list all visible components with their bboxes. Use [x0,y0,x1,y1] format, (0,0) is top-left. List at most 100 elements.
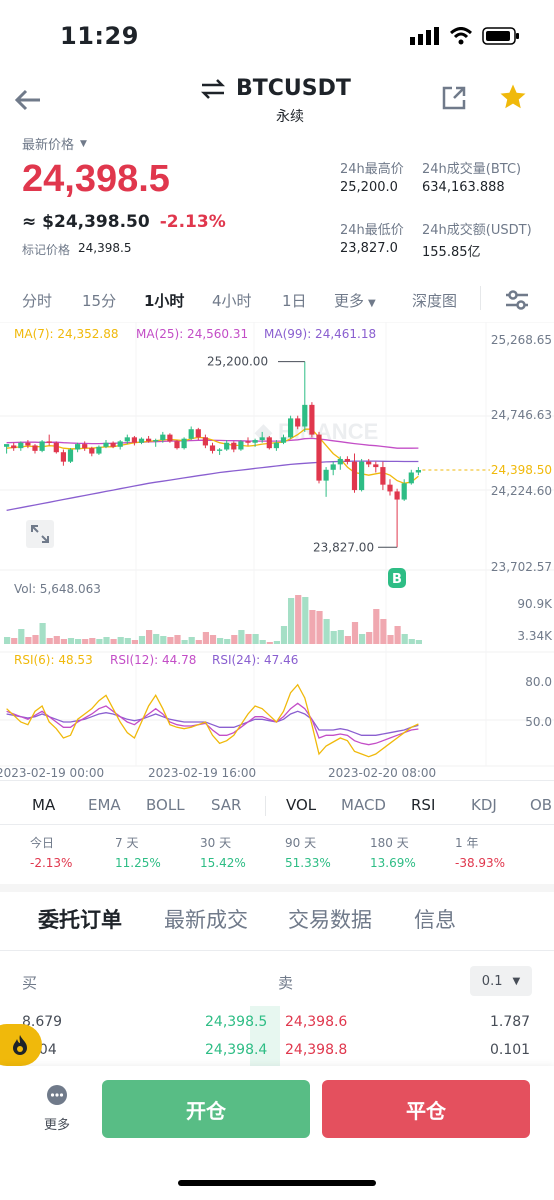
volume-bar [259,640,266,644]
candle-body [280,437,287,443]
close-position-button[interactable]: 平仓 [322,1080,530,1138]
wifi-icon [450,27,472,45]
perf-value-today: -2.13% [30,856,73,870]
volume-bar [273,641,280,644]
volume-bar [124,638,131,644]
candle-body [309,404,315,435]
candle-body [174,441,180,449]
bid-qty: 8.679 [22,1014,63,1030]
tab-info[interactable]: 信息 [414,908,456,932]
more-button[interactable]: 更多 [36,1084,78,1133]
rsi12-line [6,702,419,746]
candle-body [394,491,400,500]
candle-body [380,467,386,485]
fullscreen-expand-icon[interactable] [26,520,54,548]
symbol-switcher[interactable]: BTCUSDT [200,76,351,101]
indicator-boll[interactable]: BOLL [146,796,185,814]
tab-more-label: 更多 [334,292,365,310]
rsi24-line [6,710,419,736]
volume-axis-tick: 90.9K [517,597,553,611]
back-arrow-icon[interactable] [14,85,42,120]
volume-bar [75,639,82,644]
tab-15m[interactable]: 15分 [82,292,117,310]
precision-select[interactable]: 0.1 ▼ [470,966,532,996]
volume-bar [167,637,174,644]
high-label: 24h最高价 [340,162,404,177]
rsi12-legend: RSI(12): 44.78 [110,653,196,667]
bid-price[interactable]: 24,398.4 [205,1042,268,1058]
candle-body [224,442,230,450]
indicator-ma[interactable]: MA [32,796,56,814]
candle-body [60,452,66,462]
flame-icon [13,1035,27,1055]
contract-type: 永续 [276,109,304,125]
candle-body [401,483,407,500]
favorite-star-icon[interactable] [498,82,528,116]
tab-trading-data[interactable]: 交易数据 [288,908,372,932]
time-axis-tick: 2023-02-19 16:00 [148,766,256,780]
status-icons [410,26,520,46]
tab-latest-trades[interactable]: 最新成交 [164,908,248,932]
tab-orders[interactable]: 委托订单 [38,908,122,932]
vol-usdt-label: 24h成交额(USDT) [422,223,532,238]
candle-body [124,437,130,442]
volume-bar [408,639,415,644]
indicator-ema[interactable]: EMA [88,796,121,814]
volume-bar [337,630,344,644]
last-price: 24,398.5 [22,158,170,200]
indicator-sar[interactable]: SAR [211,796,242,814]
volume-bar [266,642,273,644]
candle-body [75,444,81,450]
tab-4h[interactable]: 4小时 [212,292,252,310]
price-chart[interactable]: ◆ BINANCE 25,200.00 23,827.00 B 25,268.65 24… [0,322,554,782]
tab-timeshare[interactable]: 分时 [22,292,53,310]
volume-bar [117,637,124,644]
indicator-vol[interactable]: VOL [286,796,317,814]
indicator-macd[interactable]: MACD [341,796,386,814]
rsi6-line [6,683,419,758]
indicator-kdj[interactable]: KDJ [471,796,497,814]
indicator-obv[interactable]: OB [530,796,553,814]
flame-float-button[interactable] [0,1024,42,1066]
indicator-rsi[interactable]: RSI [411,796,436,814]
share-icon[interactable] [440,84,468,116]
last-price-label-group[interactable]: 最新价格 ▼ [22,134,87,153]
ask-price[interactable]: 24,398.6 [285,1014,348,1030]
tab-depth[interactable]: 深度图 [412,292,458,310]
perf-value-7d: 11.25% [115,856,161,870]
tab-more[interactable]: 更多 ▼ [334,290,376,311]
volume-bar [131,640,138,644]
candle-body [366,461,372,465]
bid-price[interactable]: 24,398.5 [205,1014,268,1030]
candle-body [89,448,95,454]
divider [265,796,266,816]
candle-body [138,438,145,443]
open-position-button[interactable]: 开仓 [102,1080,310,1138]
volume-bar [302,597,309,644]
divider [0,950,554,951]
candle-body [252,440,258,443]
candle-body [195,429,201,438]
volume-bar [82,639,89,644]
volume-bar [138,636,146,644]
tab-1d[interactable]: 1日 [282,292,307,310]
chart-settings-icon[interactable] [504,288,530,316]
candle-body [117,441,123,447]
perf-label-7d: 7 天 [115,836,139,850]
candle-body [153,440,159,442]
candle-body [288,418,294,438]
bid-depth-bar [250,1006,280,1066]
volume-bar [53,636,60,644]
ask-price[interactable]: 24,398.8 [285,1042,348,1058]
candle-body [67,449,74,462]
perf-label-180d: 180 天 [370,836,409,850]
symbol-title: BTCUSDT [236,76,351,101]
signal-icon [410,27,439,45]
volume-bar [146,630,153,644]
vol-usdt-value: 155.85亿 [422,245,481,260]
perf-value-1y: -38.93% [455,856,506,870]
buy-marker [388,568,406,588]
tab-1h[interactable]: 1小时 [144,292,185,310]
buy-marker-label: B [392,572,402,587]
volume-legend: Vol: 5,648.063 [14,582,101,596]
